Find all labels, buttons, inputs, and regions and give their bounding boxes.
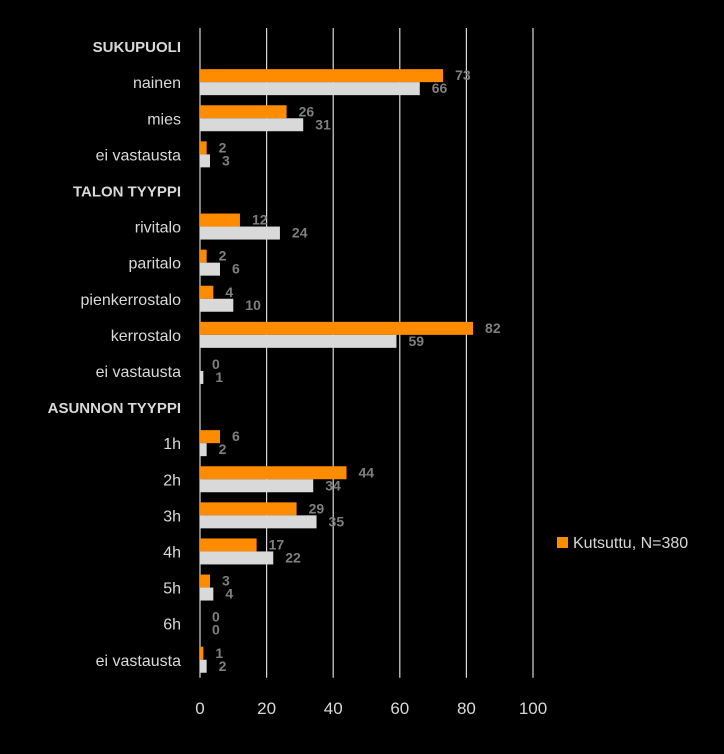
data-label: 4 [225, 284, 233, 300]
category-labels: SUKUPUOLI nainen mies ei vastausta TALON TYY… [48, 39, 181, 670]
data-label: 82 [485, 320, 501, 336]
data-label: 26 [299, 103, 315, 119]
data-label: 0 [212, 356, 220, 372]
data-label: 2 [219, 658, 227, 674]
data-label: 2 [219, 139, 227, 155]
category-label: rivitalo [135, 220, 181, 237]
x-tick-label: 80 [457, 699, 476, 718]
bar-series-2 [200, 262, 220, 276]
bar-series-1 [200, 466, 347, 480]
bar-series-1 [200, 69, 444, 83]
category-header: ASUNNON TYYPPI [48, 400, 181, 417]
data-label: 10 [245, 297, 261, 313]
category-label: ei vastausta [96, 364, 181, 381]
category-label: 2h [163, 472, 181, 489]
bar-series-2 [200, 551, 274, 565]
category-header: SUKUPUOLI [93, 39, 181, 56]
category-header: TALON TYYPPI [73, 183, 181, 200]
category-label: mies [147, 111, 181, 128]
category-label: ei vastausta [96, 653, 181, 670]
data-label: 34 [325, 477, 341, 493]
category-label: 4h [163, 544, 181, 561]
bar-series-2 [200, 154, 210, 168]
data-label: 29 [309, 500, 325, 516]
category-label: 5h [163, 581, 181, 598]
x-tick-label: 20 [257, 699, 276, 718]
data-label: 0 [212, 609, 220, 625]
category-label: pienkerrostalo [81, 292, 182, 309]
legend-label: Kutsuttu, N=380 [573, 535, 688, 552]
bar-series-1 [200, 321, 474, 335]
x-tick-label: 0 [195, 699, 204, 718]
category-label: kerrostalo [111, 328, 181, 345]
bar-series-2 [200, 515, 317, 529]
bar-series-1 [200, 285, 214, 299]
category-label: 1h [163, 436, 181, 453]
category-label: ei vastausta [96, 147, 181, 164]
bar-series-1 [200, 105, 287, 119]
bar-series-2 [200, 587, 214, 601]
data-label: 1 [215, 369, 223, 385]
bar-series-2 [200, 82, 420, 96]
bar-series-1 [200, 141, 207, 155]
data-label: 22 [285, 549, 301, 565]
data-label: 2 [219, 248, 227, 264]
category-label: paritalo [129, 256, 182, 273]
category-label: nainen [133, 75, 181, 92]
data-label: 17 [269, 536, 285, 552]
data-label: 59 [408, 333, 424, 349]
bar-series-2 [200, 370, 204, 384]
bars: 7366263123122426410825901624434293517223… [200, 67, 501, 674]
bar-series-2 [200, 479, 314, 493]
data-label: 2 [219, 441, 227, 457]
x-tick-label: 60 [390, 699, 409, 718]
data-label: 6 [232, 428, 240, 444]
category-label: 6h [163, 617, 181, 634]
bar-series-1 [200, 502, 297, 516]
data-label: 6 [232, 261, 240, 277]
legend: Kutsuttu, N=380 [557, 535, 688, 552]
data-label: 31 [315, 116, 331, 132]
bar-series-1 [200, 538, 257, 552]
bar-series-1 [200, 646, 204, 660]
x-tick-label: 40 [324, 699, 343, 718]
bar-series-2 [200, 226, 280, 240]
category-label: 3h [163, 508, 181, 525]
data-label: 1 [215, 645, 223, 661]
data-label: 3 [222, 152, 230, 168]
data-label: 12 [252, 212, 268, 228]
data-label: 24 [292, 225, 308, 241]
legend-swatch [557, 537, 568, 548]
data-label: 73 [455, 67, 471, 83]
data-label: 0 [212, 622, 220, 638]
bar-series-1 [200, 249, 207, 263]
data-label: 44 [359, 464, 375, 480]
bar-series-2 [200, 443, 207, 457]
bar-series-1 [200, 213, 240, 227]
bar-series-2 [200, 118, 304, 132]
x-tick-label: 100 [519, 699, 547, 718]
data-label: 4 [225, 586, 233, 602]
data-label: 66 [432, 80, 448, 96]
bar-series-1 [200, 574, 210, 588]
data-label: 35 [329, 513, 345, 529]
bar-series-1 [200, 430, 220, 444]
bar-series-2 [200, 659, 207, 673]
gridlines [199, 28, 534, 678]
x-axis-ticks: 0 20 40 60 80 100 [195, 699, 547, 718]
data-label: 3 [222, 573, 230, 589]
bar-series-2 [200, 334, 397, 348]
bar-series-2 [200, 298, 234, 312]
